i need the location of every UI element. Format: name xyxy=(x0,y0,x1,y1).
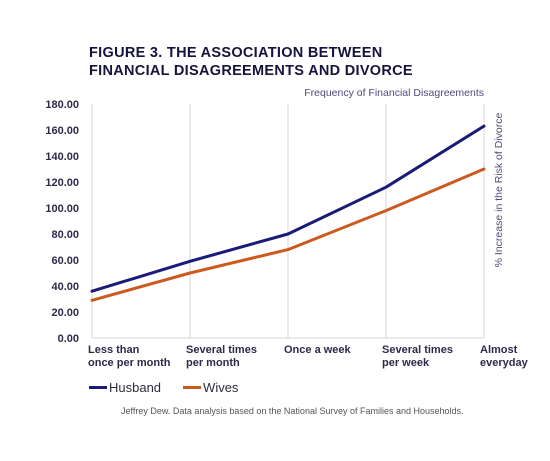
x-tick-label: Several times xyxy=(186,344,257,356)
y-tick-label: 180.00 xyxy=(45,99,79,111)
y-tick-label: 40.00 xyxy=(51,281,79,293)
source-note: Jeffrey Dew. Data analysis based on the … xyxy=(121,406,464,416)
y-tick-label: 60.00 xyxy=(51,255,79,267)
legend-item-wives: Wives xyxy=(183,380,238,395)
chart-title-line-1: FIGURE 3. THE ASSOCIATION BETWEEN xyxy=(89,45,383,61)
x-tick-label: Once a week xyxy=(284,344,352,356)
y-tick-label: 0.00 xyxy=(58,333,79,345)
y-tick-label: 140.00 xyxy=(45,151,79,163)
y-tick-label: 100.00 xyxy=(45,203,79,215)
y-tick-label: 20.00 xyxy=(51,307,79,319)
y-axis-label: % Increase in the Risk of Divorce xyxy=(493,113,505,268)
legend-label-wives: Wives xyxy=(203,380,239,395)
y-tick-label: 120.00 xyxy=(45,177,79,189)
x-tick-label: once per month xyxy=(88,357,171,369)
chart-title: FIGURE 3. THE ASSOCIATION BETWEEN FINANC… xyxy=(89,44,489,80)
legend-swatch-wives xyxy=(183,386,202,389)
x-tick-label: Almost xyxy=(480,344,518,356)
legend-item-husband: Husband xyxy=(89,380,161,395)
series-line-husband xyxy=(90,124,486,293)
x-tick-label: per week xyxy=(382,357,430,369)
legend-swatch-husband xyxy=(89,386,107,389)
x-tick-label: everyday xyxy=(480,357,529,369)
y-tick-label: 80.00 xyxy=(51,229,79,241)
x-axis-label: Frequency of Financial Disagreements xyxy=(304,87,484,99)
x-tick-label: per month xyxy=(186,357,240,369)
legend-label-husband: Husband xyxy=(109,380,162,395)
x-tick-label: Less than xyxy=(88,344,140,356)
series-line-wives xyxy=(90,167,486,302)
chart-title-line-2: FINANCIAL DISAGREEMENTS AND DIVORCE xyxy=(89,63,413,79)
y-tick-label: 160.00 xyxy=(45,125,79,137)
x-tick-label: Several times xyxy=(382,344,453,356)
legend: Husband Wives xyxy=(89,380,260,395)
